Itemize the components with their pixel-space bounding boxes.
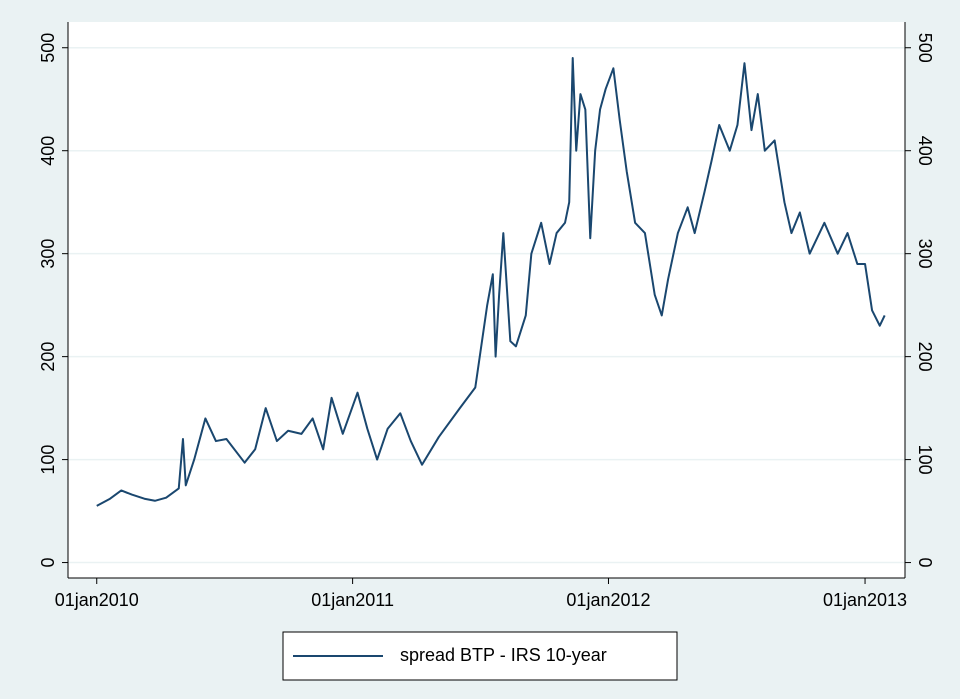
- y-tick-label: 400: [38, 136, 58, 166]
- y2-tick-label: 0: [915, 558, 935, 568]
- y2-tick-label: 400: [915, 136, 935, 166]
- x-tick-label: 01jan2012: [566, 590, 650, 610]
- y-tick-label: 0: [38, 558, 58, 568]
- y2-tick-label: 500: [915, 33, 935, 63]
- y2-tick-label: 100: [915, 445, 935, 475]
- y-tick-label: 300: [38, 239, 58, 269]
- y-tick-label: 100: [38, 445, 58, 475]
- plot-area: [68, 22, 905, 578]
- y2-tick-label: 200: [915, 342, 935, 372]
- y2-tick-label: 300: [915, 239, 935, 269]
- y-tick-label: 200: [38, 342, 58, 372]
- legend-label: spread BTP - IRS 10-year: [400, 645, 607, 665]
- x-tick-label: 01jan2010: [55, 590, 139, 610]
- data-line: [96, 57, 886, 507]
- x-tick-label: 01jan2013: [823, 590, 907, 610]
- y-tick-label: 500: [38, 33, 58, 63]
- x-tick-label: 01jan2011: [311, 590, 394, 610]
